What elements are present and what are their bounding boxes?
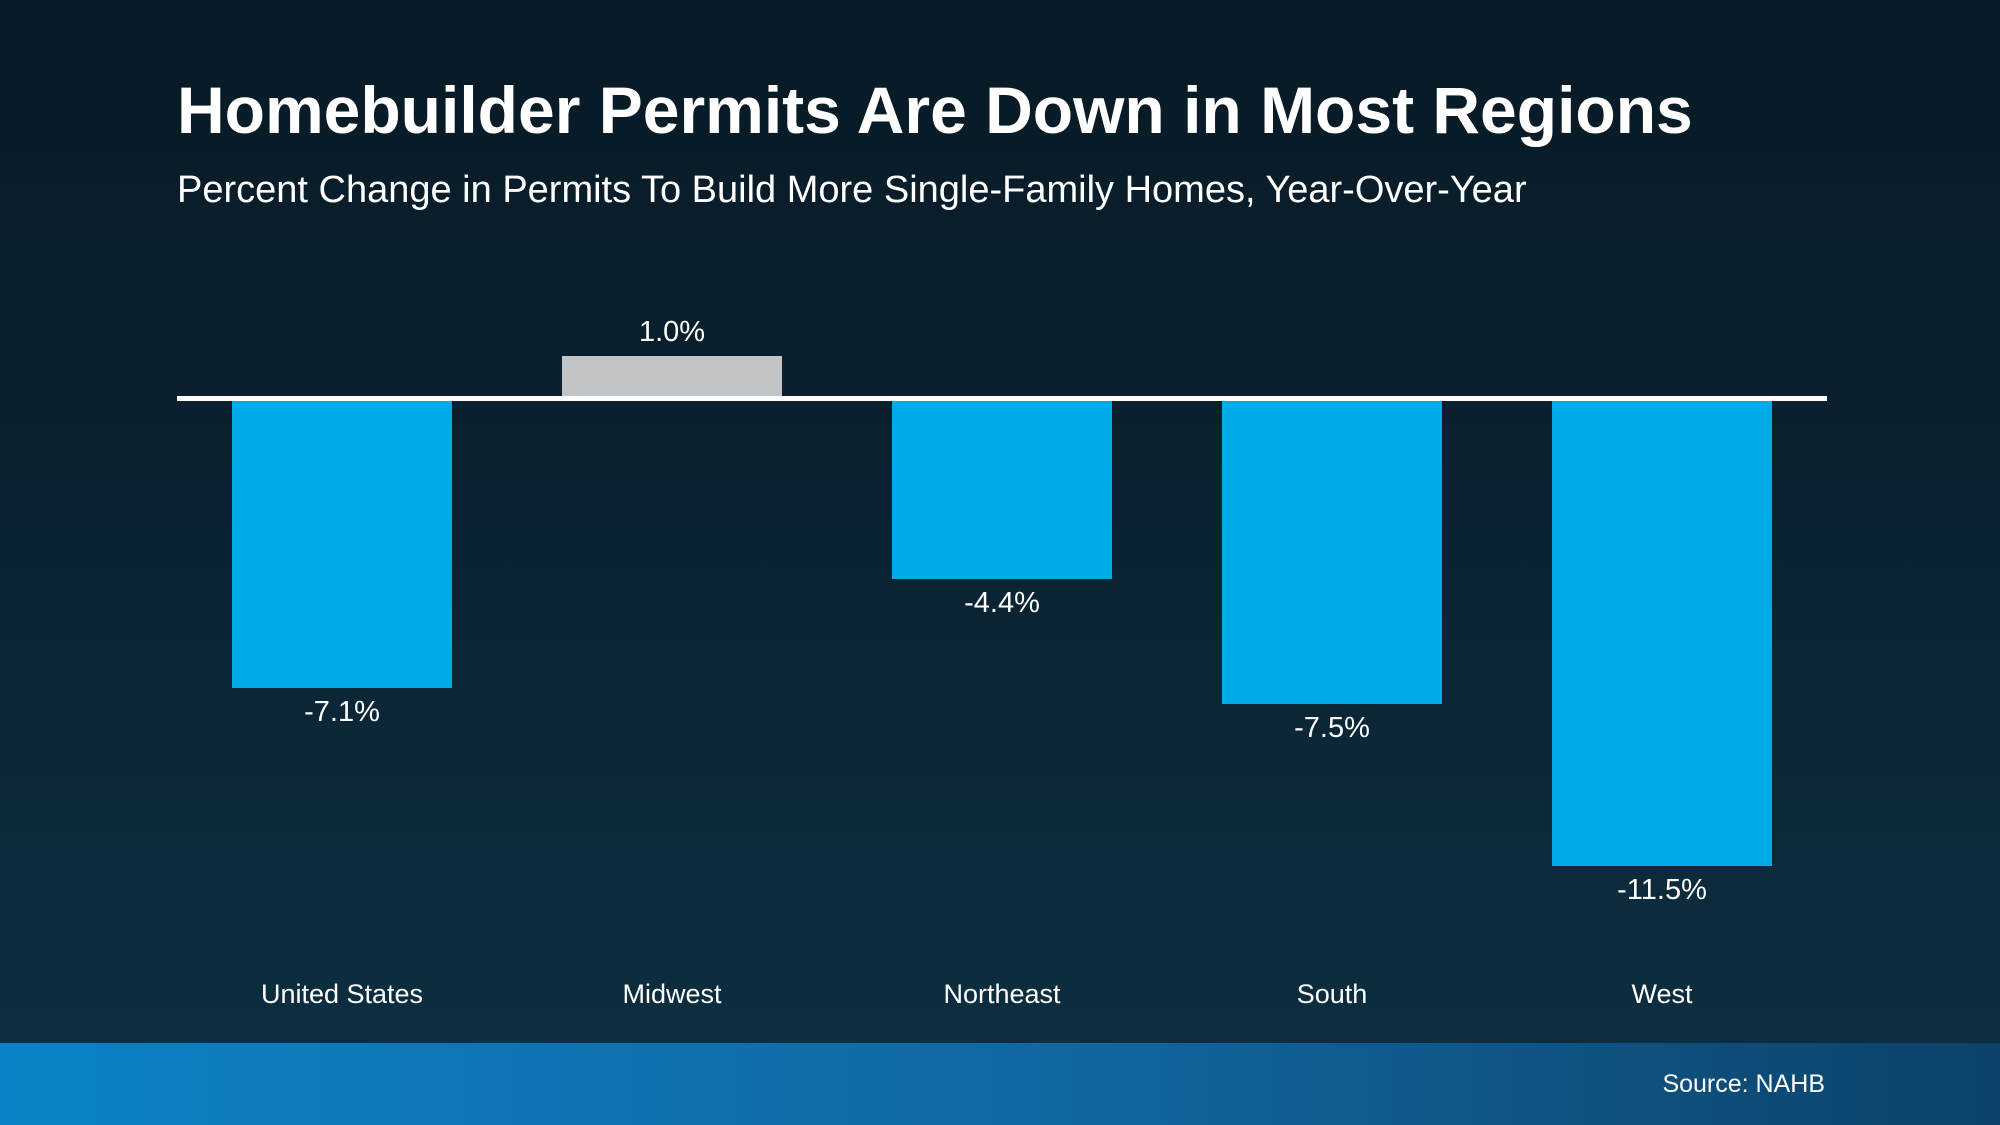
- category-label-west: West: [1631, 979, 1693, 1009]
- value-label-south: -7.5%: [1294, 712, 1370, 744]
- value-label-west: -11.5%: [1617, 874, 1707, 906]
- category-label-south: South: [1296, 979, 1368, 1009]
- bar-northeast: [892, 401, 1112, 579]
- category-label-midwest: Midwest: [622, 979, 722, 1009]
- bar-midwest: [562, 356, 782, 396]
- source-credit: Source: NAHB: [1662, 1069, 1825, 1098]
- footer-bar: Source: NAHB: [0, 1043, 2000, 1125]
- value-label-northeast: -4.4%: [964, 587, 1040, 619]
- zero-axis-line: [177, 396, 1827, 401]
- bar-west: [1552, 401, 1772, 866]
- value-label-united-states: -7.1%: [304, 696, 380, 728]
- chart-title: Homebuilder Permits Are Down in Most Reg…: [177, 73, 1693, 147]
- value-label-midwest: 1.0%: [638, 316, 706, 348]
- bar-south: [1222, 401, 1442, 704]
- chart-subtitle: Percent Change in Permits To Build More …: [177, 169, 1527, 211]
- category-label-northeast: Northeast: [943, 979, 1061, 1009]
- bar-united-states: [232, 401, 452, 688]
- bar-chart: -7.1% United States 1.0% Midwest -4.4% Northe…: [177, 0, 1827, 1125]
- category-label-united-states: United States: [260, 979, 424, 1009]
